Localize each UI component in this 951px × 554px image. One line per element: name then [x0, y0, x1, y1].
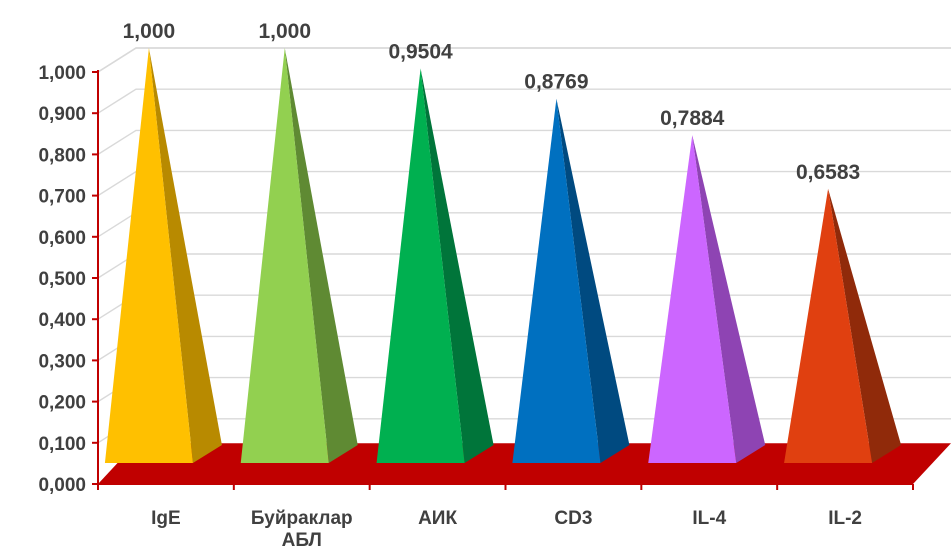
- pyramid-bar: [648, 135, 766, 463]
- pyramid-side-face: [556, 98, 630, 464]
- y-tick-label: 1,000: [38, 63, 86, 84]
- data-labels: 1,000 1,000 0,9504 0,8769 0,7884 0,6583: [123, 20, 861, 184]
- pyramid-bar: [512, 98, 630, 464]
- category-label: CD3: [554, 508, 592, 529]
- pyramid-side-face: [420, 68, 494, 463]
- y-tick-label: 0,400: [38, 310, 86, 331]
- y-tick-label: 0,800: [38, 145, 86, 166]
- category-label: IgE: [151, 508, 181, 529]
- category-label: АБЛ: [282, 530, 322, 551]
- data-label: 0,7884: [660, 107, 725, 130]
- pyramid-front-face: [376, 68, 465, 463]
- gridline: [97, 88, 951, 114]
- pyramid-front-face: [240, 48, 329, 463]
- pyramid-front-face: [784, 188, 873, 463]
- y-tick-label: 0,900: [38, 104, 86, 125]
- data-label: 1,000: [258, 20, 311, 43]
- data-label: 0,6583: [796, 161, 860, 184]
- y-tick-label: 0,500: [38, 269, 86, 290]
- data-label: 0,8769: [524, 71, 588, 94]
- pyramid-side-face: [692, 135, 766, 463]
- gridline: [97, 129, 951, 155]
- chart-axes: [92, 70, 914, 490]
- y-tick-label: 0,200: [38, 393, 86, 414]
- data-label: 0,9504: [388, 40, 453, 63]
- y-tick-label: 0,300: [38, 351, 86, 372]
- y-tick-label: 0,700: [38, 187, 86, 208]
- category-label: Буйраклар: [251, 508, 353, 529]
- category-label: АИК: [418, 508, 457, 529]
- data-label: 1,000: [123, 20, 176, 43]
- pyramid-front-face: [648, 135, 737, 463]
- y-axis-ticks: 0,000 0,100 0,200 0,300 0,400 0,500 0,600 0,700…: [38, 63, 86, 496]
- pyramid-front-face: [104, 48, 193, 463]
- y-tick-label: 0,000: [38, 475, 86, 496]
- pyramid-bar: [784, 188, 902, 463]
- pyramid-side-face: [284, 48, 358, 463]
- pyramid-bar: [104, 48, 222, 463]
- category-label: IL-2: [828, 508, 862, 529]
- pyramid-side-face: [148, 48, 222, 463]
- gridline: [97, 47, 951, 73]
- pyramid-front-face: [512, 98, 601, 464]
- y-tick-label: 0,100: [38, 434, 86, 455]
- pyramid-bar: [376, 68, 494, 463]
- pyramid-bar: [240, 48, 358, 463]
- pyramid-bars: [104, 48, 902, 464]
- y-tick-label: 0,600: [38, 228, 86, 249]
- pyramid-side-face: [828, 188, 902, 463]
- category-label: IL-4: [692, 508, 726, 529]
